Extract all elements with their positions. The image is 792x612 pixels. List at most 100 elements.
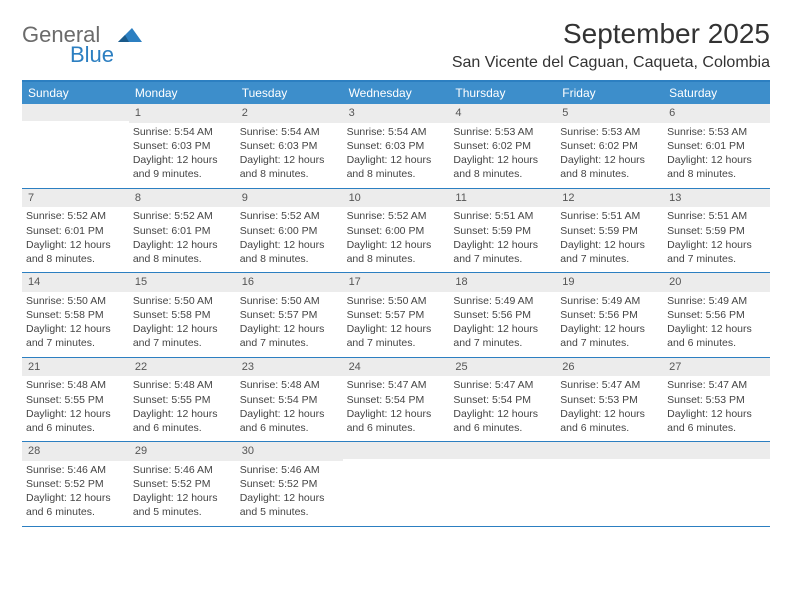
day-sunset: Sunset: 5:52 PM <box>133 477 232 491</box>
day-sunset: Sunset: 6:01 PM <box>133 224 232 238</box>
day-number: 26 <box>556 358 663 377</box>
day-cell: 1Sunrise: 5:54 AMSunset: 6:03 PMDaylight… <box>129 104 236 188</box>
day-daylight1: Daylight: 12 hours <box>347 407 446 421</box>
day-daylight1: Daylight: 12 hours <box>453 322 552 336</box>
day-daylight1: Daylight: 12 hours <box>240 238 339 252</box>
day-sunrise: Sunrise: 5:46 AM <box>133 463 232 477</box>
day-cell: 27Sunrise: 5:47 AMSunset: 5:53 PMDayligh… <box>663 358 770 442</box>
brand-word2: Blue <box>70 44 114 66</box>
week-row: 21Sunrise: 5:48 AMSunset: 5:55 PMDayligh… <box>22 358 770 443</box>
day-cell: 21Sunrise: 5:48 AMSunset: 5:55 PMDayligh… <box>22 358 129 442</box>
day-sunset: Sunset: 5:54 PM <box>240 393 339 407</box>
day-daylight2: and 7 minutes. <box>453 336 552 350</box>
day-sunset: Sunset: 5:56 PM <box>560 308 659 322</box>
week-row: 28Sunrise: 5:46 AMSunset: 5:52 PMDayligh… <box>22 442 770 527</box>
weeks-container: 1Sunrise: 5:54 AMSunset: 6:03 PMDaylight… <box>22 104 770 527</box>
day-cell <box>22 104 129 188</box>
weekday-header: Thursday <box>449 82 556 104</box>
day-cell: 17Sunrise: 5:50 AMSunset: 5:57 PMDayligh… <box>343 273 450 357</box>
day-sunrise: Sunrise: 5:48 AM <box>240 378 339 392</box>
day-sunset: Sunset: 5:58 PM <box>133 308 232 322</box>
day-sunset: Sunset: 6:00 PM <box>240 224 339 238</box>
day-cell: 14Sunrise: 5:50 AMSunset: 5:58 PMDayligh… <box>22 273 129 357</box>
day-sunset: Sunset: 6:01 PM <box>26 224 125 238</box>
day-sunrise: Sunrise: 5:51 AM <box>453 209 552 223</box>
day-daylight1: Daylight: 12 hours <box>133 238 232 252</box>
day-sunrise: Sunrise: 5:50 AM <box>133 294 232 308</box>
day-sunrise: Sunrise: 5:46 AM <box>240 463 339 477</box>
day-sunrise: Sunrise: 5:48 AM <box>133 378 232 392</box>
week-row: 14Sunrise: 5:50 AMSunset: 5:58 PMDayligh… <box>22 273 770 358</box>
day-daylight1: Daylight: 12 hours <box>560 322 659 336</box>
day-number <box>663 442 770 459</box>
day-daylight1: Daylight: 12 hours <box>240 407 339 421</box>
day-sunset: Sunset: 5:52 PM <box>240 477 339 491</box>
day-number <box>343 442 450 459</box>
day-daylight2: and 8 minutes. <box>26 252 125 266</box>
day-cell <box>556 442 663 526</box>
weekday-header: Tuesday <box>236 82 343 104</box>
day-number: 17 <box>343 273 450 292</box>
day-daylight1: Daylight: 12 hours <box>26 491 125 505</box>
brand-text: General Blue <box>22 24 114 66</box>
day-number: 23 <box>236 358 343 377</box>
day-daylight1: Daylight: 12 hours <box>667 238 766 252</box>
day-number <box>449 442 556 459</box>
day-daylight1: Daylight: 12 hours <box>133 407 232 421</box>
day-daylight2: and 7 minutes. <box>133 336 232 350</box>
day-sunrise: Sunrise: 5:52 AM <box>240 209 339 223</box>
day-number: 24 <box>343 358 450 377</box>
day-daylight1: Daylight: 12 hours <box>240 491 339 505</box>
day-sunrise: Sunrise: 5:49 AM <box>560 294 659 308</box>
brand-logo: General Blue <box>22 18 144 66</box>
day-daylight2: and 6 minutes. <box>26 505 125 519</box>
day-sunrise: Sunrise: 5:50 AM <box>347 294 446 308</box>
day-daylight2: and 5 minutes. <box>240 505 339 519</box>
day-number: 29 <box>129 442 236 461</box>
day-cell: 23Sunrise: 5:48 AMSunset: 5:54 PMDayligh… <box>236 358 343 442</box>
day-daylight2: and 6 minutes. <box>347 421 446 435</box>
week-row: 1Sunrise: 5:54 AMSunset: 6:03 PMDaylight… <box>22 104 770 189</box>
weekday-header: Wednesday <box>343 82 450 104</box>
day-sunrise: Sunrise: 5:50 AM <box>240 294 339 308</box>
day-cell <box>663 442 770 526</box>
day-daylight1: Daylight: 12 hours <box>453 238 552 252</box>
day-sunset: Sunset: 5:53 PM <box>667 393 766 407</box>
day-daylight1: Daylight: 12 hours <box>667 322 766 336</box>
day-cell <box>343 442 450 526</box>
day-sunset: Sunset: 5:55 PM <box>133 393 232 407</box>
day-sunrise: Sunrise: 5:51 AM <box>667 209 766 223</box>
day-cell: 10Sunrise: 5:52 AMSunset: 6:00 PMDayligh… <box>343 189 450 273</box>
day-daylight2: and 6 minutes. <box>453 421 552 435</box>
day-number: 11 <box>449 189 556 208</box>
day-sunset: Sunset: 5:52 PM <box>26 477 125 491</box>
day-sunset: Sunset: 5:56 PM <box>667 308 766 322</box>
day-sunrise: Sunrise: 5:54 AM <box>347 125 446 139</box>
day-number: 27 <box>663 358 770 377</box>
day-cell: 29Sunrise: 5:46 AMSunset: 5:52 PMDayligh… <box>129 442 236 526</box>
day-sunrise: Sunrise: 5:52 AM <box>133 209 232 223</box>
day-cell: 30 Sunrise: 5:46 AMSunset: 5:52 PMDayligh… <box>236 442 343 526</box>
day-cell: 6Sunrise: 5:53 AMSunset: 6:01 PMDaylight… <box>663 104 770 188</box>
day-sunrise: Sunrise: 5:53 AM <box>667 125 766 139</box>
title-block: September 2025 San Vicente del Caguan, C… <box>452 18 770 72</box>
day-daylight1: Daylight: 12 hours <box>26 322 125 336</box>
day-daylight2: and 7 minutes. <box>240 336 339 350</box>
day-sunset: Sunset: 6:03 PM <box>133 139 232 153</box>
day-sunrise: Sunrise: 5:53 AM <box>560 125 659 139</box>
day-daylight1: Daylight: 12 hours <box>26 407 125 421</box>
day-number: 9 <box>236 189 343 208</box>
day-cell: 9Sunrise: 5:52 AMSunset: 6:00 PMDaylight… <box>236 189 343 273</box>
day-cell: 25Sunrise: 5:47 AMSunset: 5:54 PMDayligh… <box>449 358 556 442</box>
day-number: 2 <box>236 104 343 123</box>
day-daylight2: and 8 minutes. <box>133 252 232 266</box>
location-line: San Vicente del Caguan, Caqueta, Colombi… <box>452 54 770 72</box>
day-number: 22 <box>129 358 236 377</box>
day-daylight2: and 8 minutes. <box>560 167 659 181</box>
day-number: 30 <box>236 442 343 461</box>
day-number: 8 <box>129 189 236 208</box>
day-number: 13 <box>663 189 770 208</box>
month-title: September 2025 <box>452 18 770 50</box>
day-sunrise: Sunrise: 5:54 AM <box>240 125 339 139</box>
day-daylight1: Daylight: 12 hours <box>453 153 552 167</box>
